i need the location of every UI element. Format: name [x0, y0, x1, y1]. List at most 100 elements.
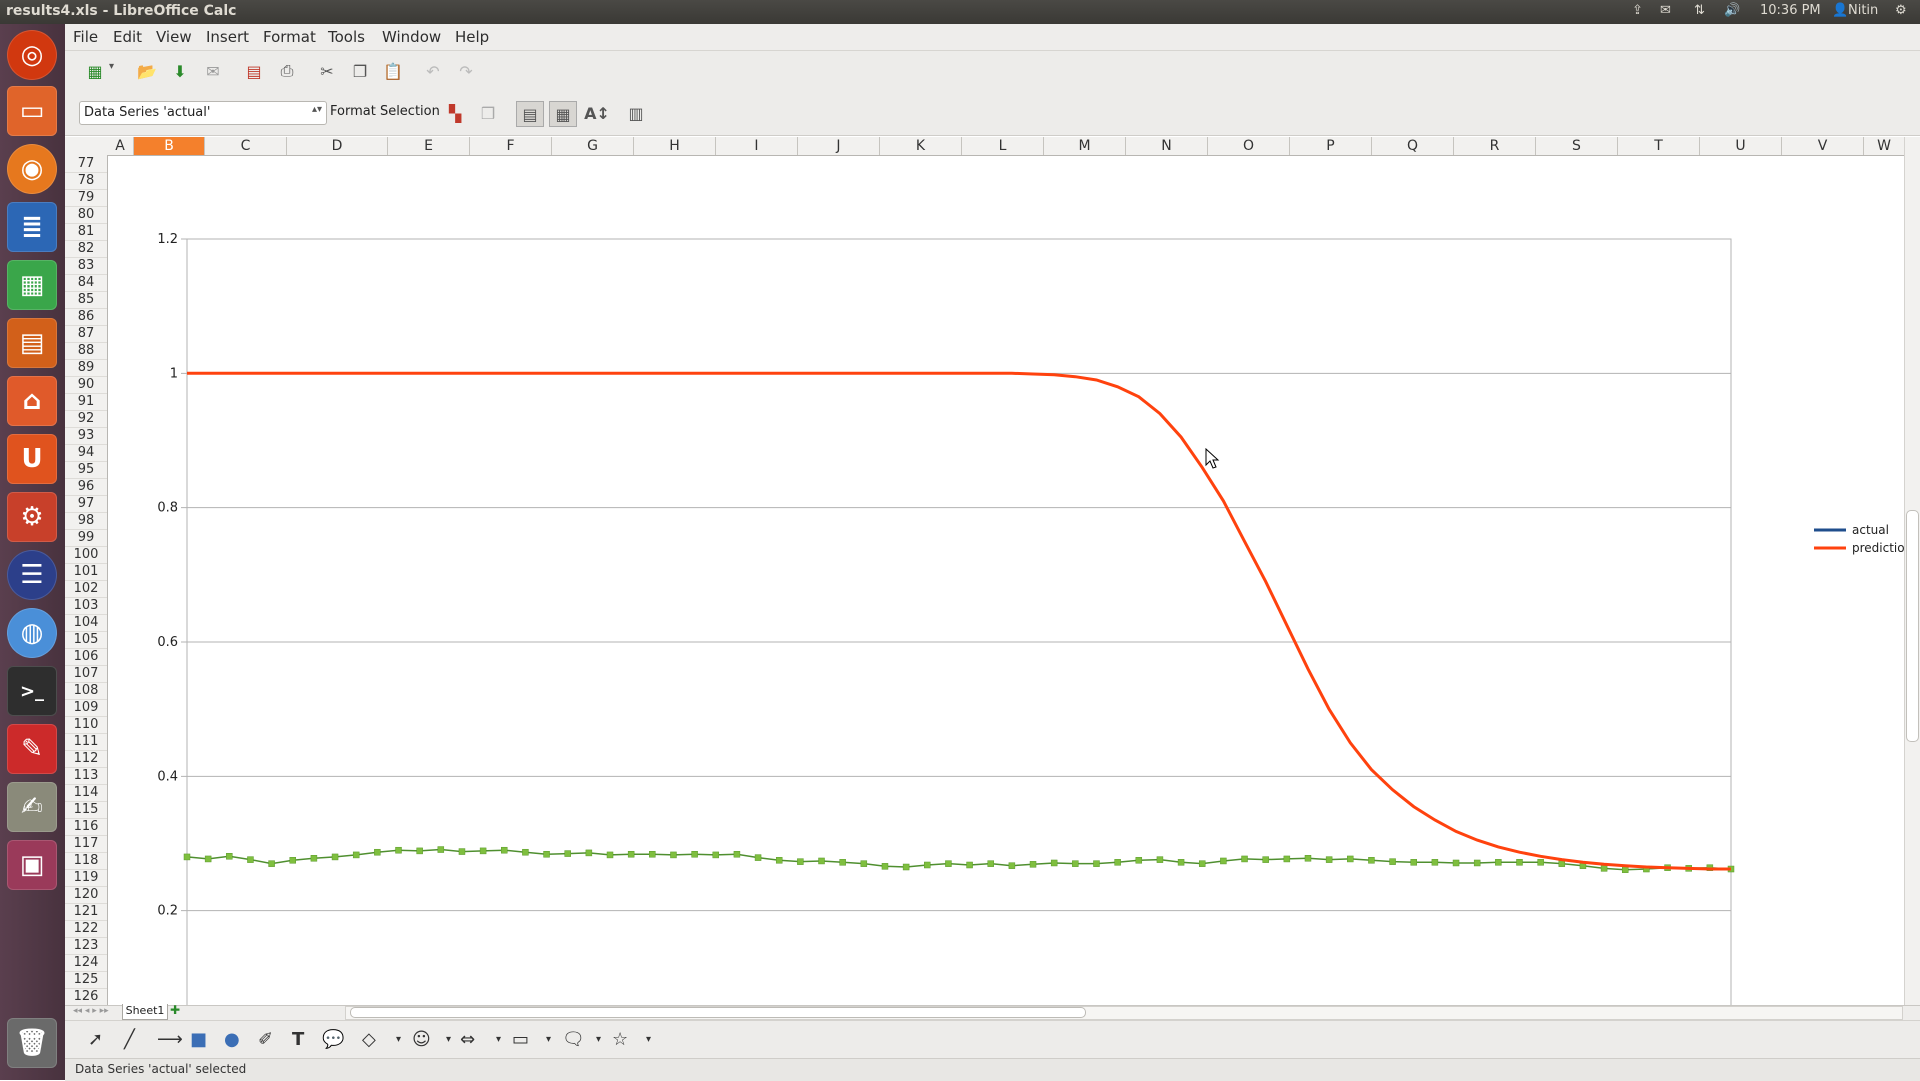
calc-icon[interactable]: ▦	[7, 260, 57, 310]
data-point-actual[interactable]	[1368, 857, 1375, 864]
chart-element-select[interactable]: Data Series 'actual' ▴▾	[79, 101, 327, 125]
data-point-actual[interactable]	[1135, 857, 1143, 864]
column-header-v[interactable]: V	[1782, 137, 1864, 155]
data-point-actual[interactable]	[183, 853, 191, 861]
row-header-cell[interactable]: 98	[65, 512, 107, 530]
menu-tools[interactable]: Tools	[328, 28, 365, 46]
data-point-actual[interactable]	[818, 857, 825, 865]
data-point-actual[interactable]	[352, 851, 360, 859]
chromium-icon[interactable]: ◍	[7, 608, 57, 658]
trash-icon[interactable]: 🗑	[7, 1018, 57, 1068]
column-header-g[interactable]: G	[552, 137, 634, 155]
menu-view[interactable]: View	[156, 28, 192, 46]
data-point-actual[interactable]	[797, 858, 804, 865]
row-header-cell[interactable]: 88	[65, 342, 107, 360]
column-header-t[interactable]: T	[1618, 137, 1700, 155]
data-point-actual[interactable]	[1177, 859, 1185, 866]
system-settings-icon[interactable]: ⚙	[7, 492, 57, 542]
column-header-m[interactable]: M	[1044, 137, 1126, 155]
add-sheet-icon[interactable]: ✚	[170, 1003, 181, 1017]
ubuntu-dash-icon[interactable]: ◎	[7, 30, 57, 80]
row-header-cell[interactable]: 115	[65, 801, 107, 819]
ubuntu-one-icon[interactable]: U	[7, 434, 57, 484]
copy-icon[interactable]: ❐	[352, 61, 368, 81]
new-dropdown-icon[interactable]: ▾	[109, 61, 115, 72]
data-point-actual[interactable]	[966, 861, 973, 869]
data-point-actual[interactable]	[627, 850, 635, 858]
data-point-actual[interactable]	[1198, 860, 1206, 867]
row-header-cell[interactable]: 118	[65, 852, 107, 870]
data-point-actual[interactable]	[924, 861, 931, 869]
data-point-actual[interactable]	[1431, 859, 1439, 866]
data-point-actual[interactable]	[1156, 856, 1164, 863]
column-header-c[interactable]: C	[205, 137, 287, 155]
ellipse-tool-icon[interactable]: ●	[224, 1029, 240, 1050]
callouts-icon[interactable]: 🗨	[562, 1029, 585, 1050]
format-selection-button[interactable]: Format Selection	[330, 104, 440, 119]
session-gear-icon[interactable]: ⚙	[1895, 3, 1907, 18]
row-header-cell[interactable]: 95	[65, 461, 107, 479]
row-header-cell[interactable]: 107	[65, 665, 107, 683]
line-tool-icon[interactable]: ╱	[124, 1029, 135, 1050]
menu-edit[interactable]: Edit	[113, 28, 143, 46]
plot-area[interactable]	[186, 238, 1732, 1005]
row-header-cell[interactable]: 99	[65, 529, 107, 547]
data-point-actual[interactable]	[945, 860, 952, 867]
column-header-e[interactable]: E	[388, 137, 470, 155]
data-point-actual[interactable]	[649, 850, 656, 858]
data-point-actual[interactable]	[670, 851, 677, 859]
data-point-actual[interactable]	[691, 850, 698, 858]
menu-window[interactable]: Window	[382, 28, 442, 46]
data-point-actual[interactable]	[902, 863, 910, 871]
row-header-cell[interactable]: 110	[65, 716, 107, 734]
impress-icon[interactable]: ▤	[7, 318, 57, 368]
freeform-tool-icon[interactable]: ✐	[258, 1029, 274, 1050]
flowchart-dropdown-icon[interactable]: ▾	[546, 1034, 552, 1045]
horizontal-grids-icon[interactable]: ▤	[516, 101, 544, 127]
row-header-cell[interactable]: 100	[65, 546, 107, 564]
network-icon[interactable]: ⇅	[1694, 3, 1705, 18]
row-header-cell[interactable]: 125	[65, 971, 107, 989]
data-point-actual[interactable]	[1516, 859, 1523, 866]
data-point-actual[interactable]	[522, 848, 529, 856]
row-header-cell[interactable]: 91	[65, 393, 107, 411]
data-point-actual[interactable]	[606, 851, 614, 859]
data-point-actual[interactable]	[860, 860, 868, 867]
basic-shapes-dropdown-icon[interactable]: ▾	[396, 1034, 402, 1045]
row-header-cell[interactable]: 84	[65, 274, 107, 292]
row-header-cell[interactable]: 97	[65, 495, 107, 513]
chart-type-icon[interactable]: ▚	[448, 103, 462, 123]
data-point-actual[interactable]	[1241, 855, 1248, 863]
row-header-cell[interactable]: 103	[65, 597, 107, 615]
data-point-actual[interactable]	[331, 853, 339, 861]
row-header-cell[interactable]: 92	[65, 410, 107, 428]
data-point-actual[interactable]	[1410, 859, 1417, 866]
data-point-actual[interactable]	[395, 846, 402, 854]
eclipse-icon[interactable]: ☰	[7, 550, 57, 600]
symbol-shapes-icon[interactable]: ☺	[412, 1029, 431, 1050]
data-point-actual[interactable]	[289, 857, 297, 864]
chart-wall-icon[interactable]: ❒	[480, 103, 496, 123]
data-point-actual[interactable]	[1072, 860, 1079, 867]
cut-icon[interactable]: ✂	[320, 61, 334, 81]
callout-tool-icon[interactable]: 💬	[322, 1029, 345, 1050]
row-header-cell[interactable]: 122	[65, 920, 107, 938]
volume-icon[interactable]: 🔊	[1724, 3, 1741, 18]
pdf-viewer-icon[interactable]: ✎	[7, 724, 57, 774]
menu-insert[interactable]: Insert	[206, 28, 250, 46]
row-header-cell[interactable]: 117	[65, 835, 107, 853]
writer-icon[interactable]: ≣	[7, 202, 57, 252]
row-header-cell[interactable]: 111	[65, 733, 107, 751]
data-point-actual[interactable]	[712, 851, 720, 859]
row-header-cell[interactable]: 121	[65, 903, 107, 921]
data-point-actual[interactable]	[1473, 859, 1481, 867]
block-arrows-icon[interactable]: ⇔	[460, 1029, 476, 1050]
chart[interactable]: 00.20.40.60.811.2actualprediction	[108, 156, 1904, 1005]
data-point-actual[interactable]	[437, 846, 445, 853]
row-header-cell[interactable]: 108	[65, 682, 107, 700]
data-point-actual[interactable]	[839, 859, 846, 866]
data-point-actual[interactable]	[268, 860, 275, 867]
row-header-cell[interactable]: 119	[65, 869, 107, 887]
workspace-switcher-icon[interactable]: ▣	[7, 840, 57, 890]
column-header-h[interactable]: H	[634, 137, 716, 155]
